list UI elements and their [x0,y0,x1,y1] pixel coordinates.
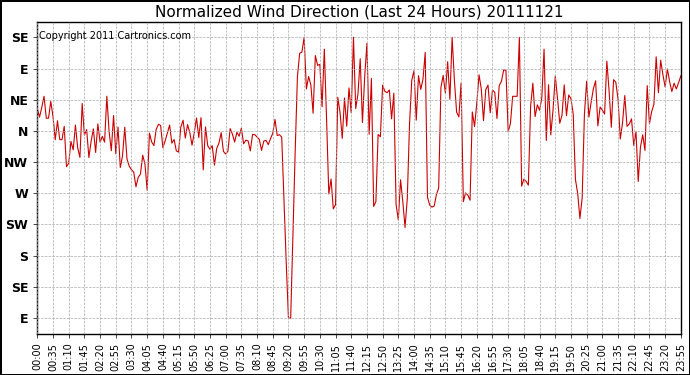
Title: Normalized Wind Direction (Last 24 Hours) 20111121: Normalized Wind Direction (Last 24 Hours… [155,4,563,19]
Text: Copyright 2011 Cartronics.com: Copyright 2011 Cartronics.com [39,31,190,41]
